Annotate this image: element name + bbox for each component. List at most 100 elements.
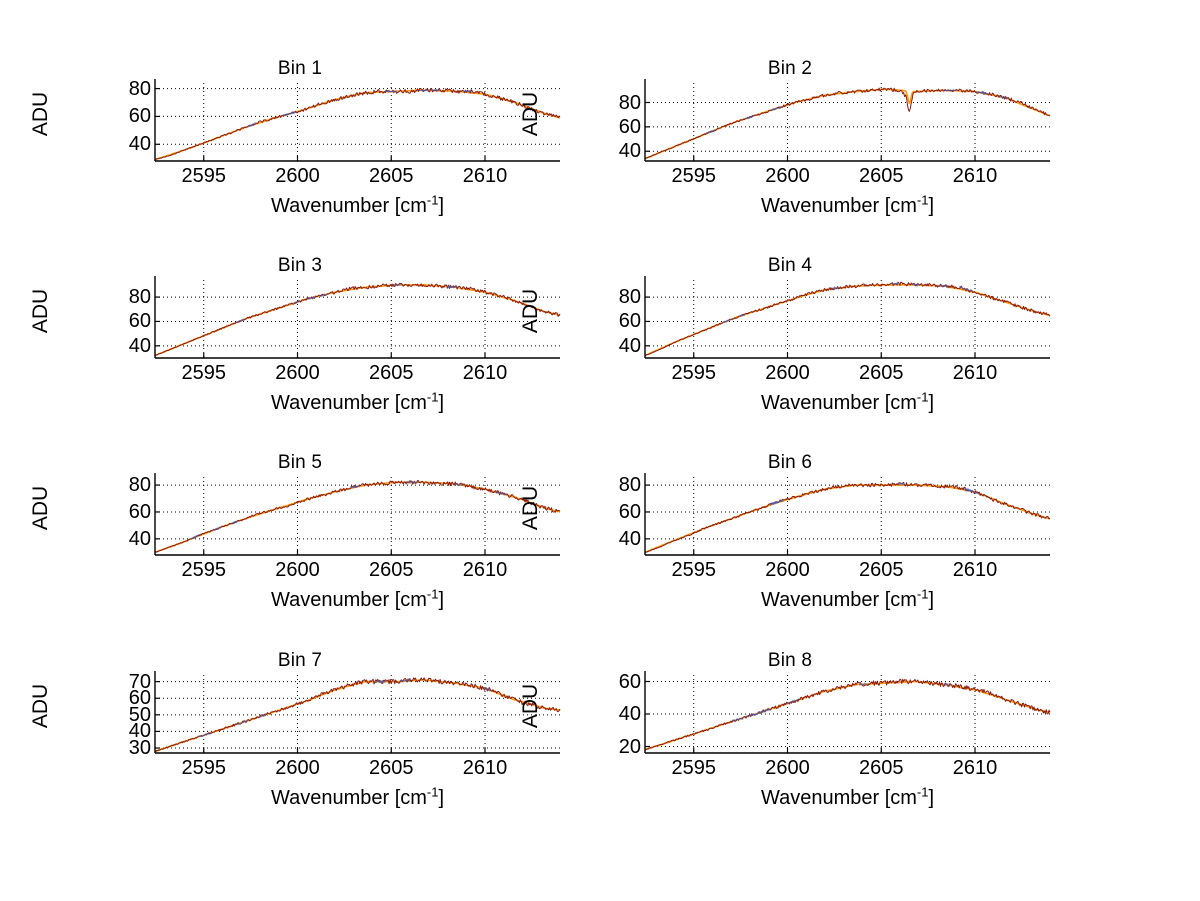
- y-tick-label: 80: [128, 286, 151, 309]
- series-line-overlap-accent: [732, 715, 746, 723]
- plot-area: [154, 276, 561, 359]
- gridlines: [645, 675, 1050, 753]
- x-tick-label: 2595: [671, 559, 717, 581]
- x-tick-label: 2605: [859, 362, 904, 384]
- x-tick-label: 2595: [671, 757, 717, 779]
- plot-panel-3: Bin 3 ADU 40 60 80 2595 2600 2605 2610 Wavenumber…: [0, 247, 600, 452]
- y-tick-label: 60: [128, 310, 151, 333]
- series-line-overlap-accent: [454, 483, 463, 486]
- x-tick-labels: 2595 2600 2605 2610: [155, 758, 560, 784]
- plot-panel-2: Bin 2 ADU 40 60 80 2595 2600 2605 2610 Wavenumber…: [490, 50, 1090, 255]
- plot-panel-7: Bin 7 ADU 30 40 50 60 70 2595 2600 2605 2610 Wavenu…: [0, 642, 600, 847]
- series-line-overlap-accent: [958, 285, 972, 292]
- y-tick-label: 80: [618, 474, 641, 497]
- series-line-overlap-accent: [463, 89, 473, 93]
- series-line-overlap-accent: [897, 481, 906, 486]
- plot-panel-8: Bin 8 ADU 20 40 60 2595 2600 2605 2610 Wavenumber…: [490, 642, 1090, 847]
- y-axis-label: ADU: [519, 91, 542, 137]
- x-axis-label-main: Wavenumber [cm: [270, 589, 427, 611]
- y-tick-labels: 40 60 80: [85, 280, 151, 358]
- series-line-overlap-accent: [306, 296, 316, 300]
- y-tick-labels: 40 60 80: [85, 79, 151, 161]
- x-tick-labels: 2595 2600 2605 2610: [645, 363, 1050, 389]
- x-axis-label-exponent: -1: [916, 586, 929, 602]
- series-line-overlap-accent: [447, 285, 458, 289]
- series-line-overlap-accent: [763, 707, 770, 713]
- x-tick-label: 2605: [859, 165, 904, 187]
- x-axis-label-main: Wavenumber [cm: [270, 195, 427, 217]
- y-axis-label: ADU: [519, 288, 542, 334]
- x-tick-labels: 2595 2600 2605 2610: [155, 166, 560, 192]
- x-tick-label: 2610: [462, 362, 508, 384]
- x-axis-label-exponent: -1: [916, 389, 929, 405]
- y-tick-label: 40: [618, 703, 641, 725]
- x-tick-label: 2610: [952, 165, 998, 187]
- x-tick-labels: 2595 2600 2605 2610: [155, 363, 560, 389]
- series-line-overlap-accent: [384, 89, 398, 93]
- plot-panel-5: Bin 5 ADU 40 60 80 2595 2600 2605 2610 Wavenumber…: [0, 444, 600, 649]
- y-axis-label: ADU: [29, 683, 52, 729]
- series-line-overlap-accent: [432, 88, 440, 92]
- series-line-overlap-accent: [705, 129, 716, 135]
- x-tick-label: 2600: [275, 362, 320, 384]
- x-tick-label: 2605: [369, 757, 414, 779]
- x-axis-label-main: Wavenumber [cm: [760, 589, 917, 611]
- plot-panel-4: Bin 4 ADU 40 60 80 2595 2600 2605 2610 Wavenumber…: [490, 247, 1090, 452]
- series-line-overlap-accent: [770, 501, 779, 506]
- x-axis-label-exponent: -1: [426, 784, 439, 800]
- y-tick-labels: 40 60 80: [575, 280, 641, 358]
- x-axis-label: Wavenumber [cm-1]: [595, 389, 1100, 415]
- plot-area: [154, 671, 561, 754]
- series-line-overlap-accent: [197, 732, 212, 738]
- y-tick-label: 70: [128, 670, 151, 693]
- panel-title: Bin 6: [767, 452, 813, 473]
- x-axis-label: Wavenumber [cm-1]: [595, 586, 1100, 612]
- x-axis-label-bracket: ]: [928, 195, 935, 217]
- x-axis-label-main: Wavenumber [cm: [270, 787, 427, 809]
- y-tick-label: 40: [128, 527, 151, 550]
- plot-area: [644, 473, 1051, 556]
- x-tick-label: 2605: [369, 559, 414, 581]
- series-line-model: [644, 88, 1051, 160]
- y-tick-label: 20: [618, 735, 641, 758]
- series-line-measured: [154, 282, 561, 357]
- y-tick-labels: 20 40 60: [575, 672, 641, 757]
- panel-title: Bin 7: [277, 650, 323, 671]
- x-axis-label-exponent: -1: [426, 389, 439, 405]
- plot-area: [644, 671, 1051, 754]
- series-line-overlap-accent: [943, 683, 950, 688]
- y-tick-label: 40: [128, 133, 151, 156]
- x-axis-label-exponent: -1: [426, 192, 439, 208]
- y-tick-label: 80: [618, 286, 641, 309]
- y-axis-label: ADU: [29, 288, 52, 334]
- x-tick-label: 2610: [952, 757, 998, 779]
- y-tick-label: 80: [618, 91, 641, 114]
- x-tick-labels: 2595 2600 2605 2610: [645, 758, 1050, 784]
- plot-area: [154, 473, 561, 556]
- x-axis-label-main: Wavenumber [cm: [760, 787, 917, 809]
- x-tick-label: 2610: [952, 362, 998, 384]
- gridlines: [645, 83, 1050, 161]
- series-line-overlap-accent: [770, 106, 783, 112]
- x-tick-label: 2600: [765, 559, 810, 581]
- plot-area: [644, 276, 1051, 359]
- series-line-model: [644, 680, 1051, 751]
- series-line-overlap-accent: [293, 299, 300, 305]
- x-axis-label: Wavenumber [cm-1]: [595, 785, 1100, 810]
- series-line-measured: [644, 678, 1051, 751]
- y-tick-label: 60: [618, 310, 641, 333]
- y-tick-label: 40: [618, 140, 641, 163]
- y-axis-label: ADU: [519, 683, 542, 729]
- y-tick-label: 40: [128, 720, 151, 743]
- x-axis-label-main: Wavenumber [cm: [760, 392, 917, 414]
- series-line-overlap-accent: [832, 285, 839, 291]
- series-line-overlap-accent: [246, 122, 257, 128]
- x-tick-label: 2610: [952, 559, 998, 581]
- x-tick-label: 2610: [462, 757, 508, 779]
- x-tick-label: 2600: [765, 757, 810, 779]
- panel-title: Bin 4: [767, 255, 813, 276]
- x-tick-label: 2600: [765, 362, 810, 384]
- series-line-overlap-accent: [399, 678, 411, 683]
- x-tick-label: 2605: [859, 559, 904, 581]
- series-line-overlap-accent: [319, 293, 328, 297]
